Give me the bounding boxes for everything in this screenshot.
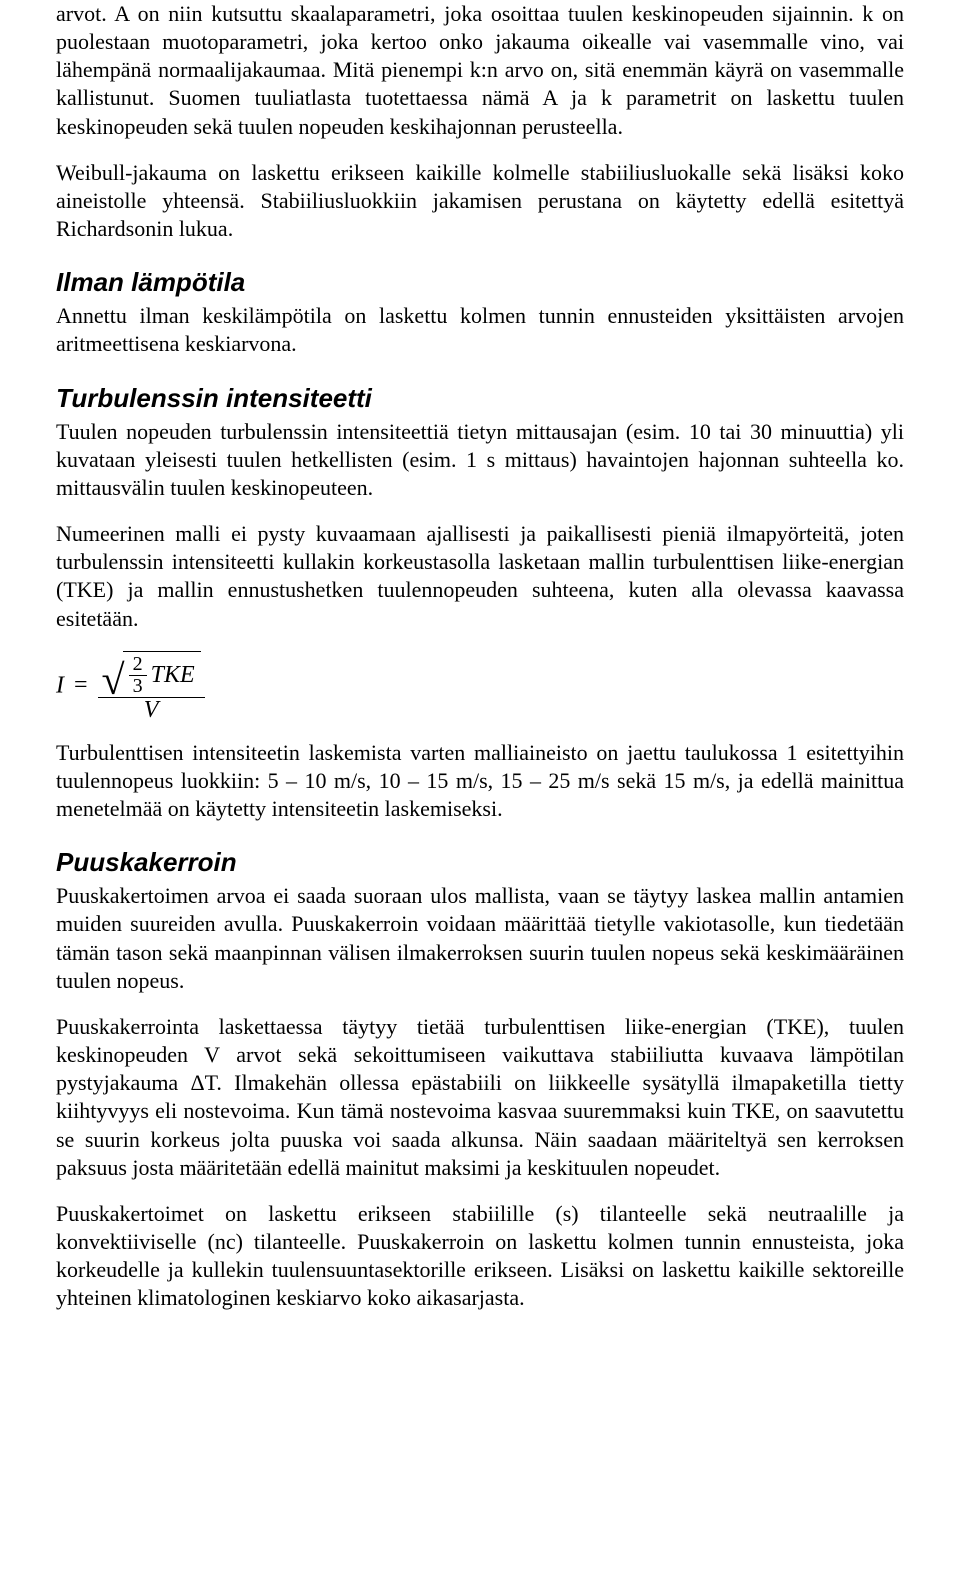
section-heading-puuskakerroin: Puuskakerroin (56, 847, 904, 878)
section-heading-ilman-lampotila: Ilman lämpötila (56, 267, 904, 298)
paragraph: Annettu ilman keskilämpötila on laskettu… (56, 302, 904, 358)
paragraph: Puuskakertoimen arvoa ei saada suoraan u… (56, 882, 904, 995)
paragraph: arvot. A on niin kutsuttu skaalaparametr… (56, 0, 904, 141)
paragraph: Numeerinen malli ei pysty kuvaamaan ajal… (56, 520, 904, 633)
formula-inner-den: 3 (129, 676, 147, 697)
paragraph: Puuskakerrointa laskettaessa täytyy tiet… (56, 1013, 904, 1182)
formula-turbulence-intensity: I = √ 2 3 TKE V (56, 651, 904, 723)
sqrt-icon: √ 2 3 TKE (102, 651, 201, 697)
formula-main-fraction: √ 2 3 TKE V (98, 651, 205, 723)
formula-inner-fraction: 2 3 (129, 654, 147, 697)
formula-equals: = (74, 672, 88, 698)
formula-tke: TKE (151, 663, 195, 688)
paragraph: Weibull-jakauma on laskettu erikseen kai… (56, 159, 904, 243)
paragraph: Tuulen nopeuden turbulenssin intensiteet… (56, 418, 904, 502)
formula-inner-num: 2 (129, 654, 147, 676)
paragraph: Turbulenttisen intensiteetin laskemista … (56, 739, 904, 823)
section-heading-turbulenssin-intensiteetti: Turbulenssin intensiteetti (56, 383, 904, 414)
document-page: arvot. A on niin kutsuttu skaalaparametr… (0, 0, 960, 1391)
formula-lhs: I (56, 672, 64, 698)
paragraph: Puuskakertoimet on laskettu erikseen sta… (56, 1200, 904, 1313)
